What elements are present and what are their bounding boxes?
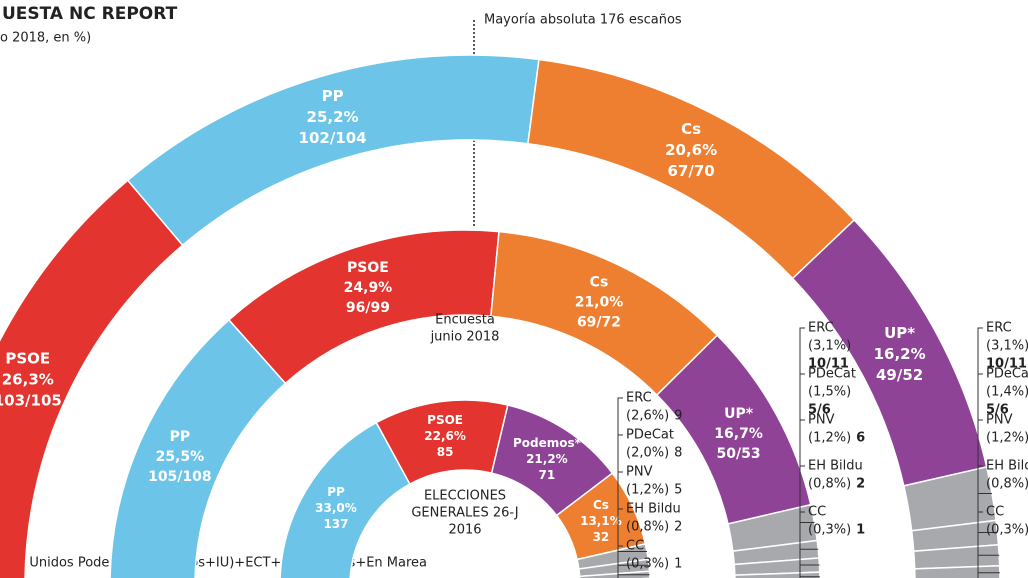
party-label: CC (986, 505, 1004, 520)
party-label: Cs (593, 498, 609, 512)
seats-label: 71 (539, 468, 556, 482)
annotation: Mayoría absoluta 176 escaños (484, 13, 682, 28)
percent-label: (1,4%) (986, 385, 1028, 400)
seats-label: 5 (674, 483, 682, 498)
seats-label: 5/6 (986, 403, 1009, 418)
seats-label: 50/53 (717, 446, 761, 462)
party-label: CC (808, 505, 826, 520)
percent-label: 26,3% (2, 370, 54, 388)
percent-label: (0,8%) (986, 477, 1028, 492)
percent-label: (0,3%) (986, 523, 1028, 538)
percent-label: (2,6%) (626, 409, 669, 424)
percent-label: (0,3%) (808, 523, 851, 538)
seats-label: 85 (437, 445, 454, 459)
party-label: ERC (626, 391, 652, 406)
seats-label: 69/72 (577, 315, 621, 331)
leader-line (617, 508, 623, 578)
party-label: PP (170, 429, 191, 445)
chart-subtitle: o 2018, en %) (0, 31, 91, 46)
percent-label: (1,5%) (808, 385, 851, 400)
percent-label: 20,6% (665, 141, 717, 159)
party-label: EH Bildu (986, 459, 1028, 474)
percent-label: (3,1%) (986, 339, 1028, 354)
percent-label: 21,2% (526, 452, 568, 466)
leader-line (799, 511, 805, 578)
ring-label: junio 2018 (430, 330, 500, 345)
party-label: PSOE (5, 349, 50, 367)
ring-label: GENERALES 26-J (411, 506, 518, 521)
leader-line (617, 545, 623, 578)
party-label: Podemos* (513, 436, 582, 450)
seats-label: 10/11 (986, 357, 1027, 372)
party-label: CC (626, 539, 644, 554)
seats-label: 2 (856, 477, 865, 492)
percent-label: 21,0% (575, 295, 624, 311)
party-label: PP (327, 485, 345, 499)
percent-label: 22,6% (424, 429, 466, 443)
seats-label: 49/52 (876, 366, 923, 384)
party-label: PP (322, 87, 344, 105)
percent-label: 16,7% (714, 426, 763, 442)
party-label: ERC (986, 321, 1012, 336)
seat-segment (913, 564, 1001, 578)
seat-segment (734, 571, 821, 578)
seats-label: 5/6 (808, 403, 831, 418)
percent-label: 25,5% (156, 449, 205, 465)
seats-label: 32 (593, 530, 610, 544)
ring-label: 2016 (448, 523, 481, 538)
party-label: PNV (626, 465, 653, 480)
percent-label: (0,3%) (626, 557, 669, 572)
seats-label: 102/104 (299, 129, 367, 147)
party-label: PDeCat (808, 367, 856, 382)
seats-label: 67/70 (667, 162, 714, 180)
seats-label: 2 (674, 520, 682, 535)
party-label: PNV (808, 413, 835, 428)
percent-label: (3,1%) (808, 339, 851, 354)
ring-label: Encuesta (435, 313, 495, 328)
percent-label: 25,2% (307, 108, 359, 126)
percent-label: (1,2%) (626, 483, 669, 498)
seats-label: 10/11 (808, 357, 849, 372)
party-label: UP* (884, 324, 915, 342)
party-label: PNV (986, 413, 1013, 428)
seat-segment (126, 54, 540, 247)
party-label: EH Bildu (808, 459, 863, 474)
party-label: PSOE (347, 260, 389, 276)
percent-label: (0,8%) (808, 477, 851, 492)
seats-label: 8 (674, 446, 682, 461)
percent-label: (0,8%) (626, 520, 669, 535)
seats-label: 1 (856, 523, 865, 538)
party-label: Cs (681, 120, 701, 138)
seats-label: 137 (323, 517, 348, 531)
party-label: PDeCat (626, 428, 674, 443)
footnote: P*= Unidos Podemos (Podemos+IU)+ECT+Comp… (0, 556, 427, 571)
party-label: Cs (590, 275, 609, 291)
seats-label: 9 (674, 409, 682, 424)
percent-label: 24,9% (344, 280, 393, 296)
party-label: EH Bildu (626, 502, 681, 517)
ring-label: ELECCIONES (424, 489, 506, 504)
seat-segment (578, 570, 651, 578)
percent-label: (2,0%) (626, 446, 669, 461)
seats-label: 105/108 (148, 469, 212, 485)
party-label: PSOE (427, 413, 463, 427)
seats-label: 6 (856, 431, 865, 446)
chart-title: UESTA NC REPORT (2, 4, 178, 24)
leader-line (977, 511, 983, 578)
percent-label: 13,1% (580, 514, 622, 528)
party-label: PDeCat (986, 367, 1028, 382)
percent-label: (1,2%) (986, 431, 1028, 446)
percent-label: 16,2% (874, 345, 926, 363)
percent-label: 33,0% (315, 501, 357, 515)
seats-label: 1 (674, 557, 682, 572)
percent-label: (1,2%) (808, 431, 851, 446)
party-label: ERC (808, 321, 834, 336)
seats-label: 103/105 (0, 391, 62, 409)
party-label: UP* (724, 406, 754, 422)
seats-label: 96/99 (346, 300, 390, 316)
